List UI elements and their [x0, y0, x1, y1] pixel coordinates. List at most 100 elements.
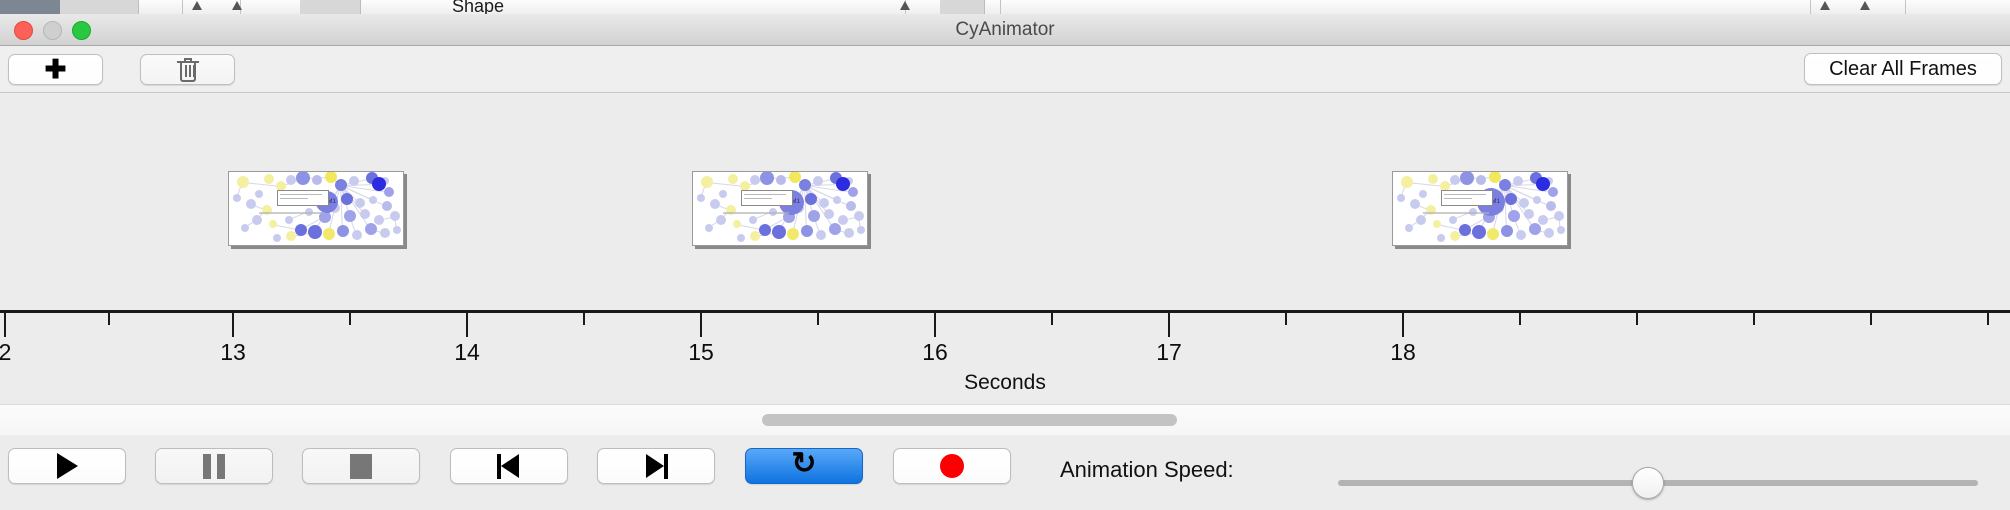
network-node — [836, 177, 850, 191]
zoom-icon[interactable] — [72, 21, 91, 40]
timeline-frame-thumbnail[interactable]: MCM1 — [692, 171, 868, 246]
add-frame-button[interactable]: ✚ — [8, 54, 103, 85]
transport-bar: ↻ Animation Speed: — [0, 435, 2010, 510]
network-node — [1460, 172, 1474, 185]
network-node — [740, 181, 750, 191]
network-annotation-text — [280, 198, 308, 199]
network-node — [1501, 225, 1513, 237]
network-node — [296, 172, 310, 185]
axis-tick-label: 18 — [1390, 339, 1416, 365]
network-node — [1487, 228, 1499, 240]
network-node — [1433, 220, 1441, 228]
network-node — [1557, 226, 1565, 234]
axis-tick-minor — [1636, 313, 1638, 325]
pause-button[interactable] — [155, 448, 273, 484]
network-node — [255, 190, 263, 198]
background-window-header: Shape — [0, 0, 2010, 15]
axis-title: Seconds — [964, 371, 1046, 394]
background-window-chip — [60, 0, 139, 14]
network-node — [776, 175, 786, 185]
network-node — [344, 210, 356, 222]
skip-back-icon — [497, 453, 521, 479]
axis-tick-major — [4, 313, 6, 337]
axis-tick-minor — [1987, 313, 1989, 325]
network-node — [819, 198, 829, 208]
horizontal-scrollbar[interactable] — [0, 404, 2010, 436]
network-node — [1450, 231, 1460, 241]
network-node — [335, 179, 347, 191]
network-node — [1416, 215, 1426, 225]
network-node — [1529, 223, 1541, 235]
network-node — [813, 176, 823, 186]
timeline-axis — [0, 310, 2010, 313]
network-annotation-text — [280, 194, 322, 195]
background-column-divider — [1810, 0, 1811, 14]
network-node — [1472, 225, 1486, 239]
network-node — [838, 215, 848, 225]
scrollbar-thumb[interactable] — [762, 414, 1177, 426]
stop-button[interactable] — [302, 448, 420, 484]
network-annotation-text — [1444, 198, 1472, 199]
network-node — [246, 199, 256, 209]
axis-tick-minor — [108, 313, 110, 325]
background-sort-arrow-icon — [1860, 1, 1870, 10]
axis-tick-label: 15 — [688, 339, 714, 365]
axis-tick-label: 16 — [922, 339, 948, 365]
record-icon — [940, 454, 964, 478]
first-frame-button[interactable] — [450, 448, 568, 484]
network-node — [824, 209, 834, 219]
background-column-divider — [182, 0, 183, 14]
background-sort-arrow-icon — [192, 1, 202, 10]
axis-tick-label: 17 — [1156, 339, 1182, 365]
network-node — [697, 194, 705, 202]
clear-all-frames-button[interactable]: Clear All Frames — [1804, 53, 2002, 85]
network-node — [1513, 176, 1523, 186]
axis-tick-minor — [1519, 313, 1521, 325]
timeline-frame-thumbnail[interactable]: MCM1 — [228, 171, 404, 246]
network-node — [1437, 234, 1445, 242]
timeline-frame-thumbnail[interactable]: MCM1 — [1392, 171, 1568, 246]
network-node — [1548, 187, 1558, 197]
clear-all-frames-label: Clear All Frames — [1829, 57, 1977, 80]
delete-frame-button[interactable] — [140, 54, 235, 85]
network-node — [1450, 175, 1460, 185]
axis-tick-major — [700, 313, 702, 337]
axis-tick-label: 14 — [454, 339, 480, 365]
network-node — [264, 174, 274, 184]
skip-forward-icon — [644, 453, 668, 479]
record-button[interactable] — [893, 448, 1011, 484]
axis-tick-major — [232, 313, 234, 337]
network-node — [805, 193, 817, 205]
network-node — [295, 224, 307, 236]
network-node — [846, 201, 856, 211]
last-frame-button[interactable] — [597, 448, 715, 484]
play-button[interactable] — [8, 448, 126, 484]
network-node — [262, 205, 272, 215]
network-node — [323, 228, 335, 240]
network-node — [276, 181, 286, 191]
axis-tick-minor — [1753, 313, 1755, 325]
trash-icon — [176, 57, 199, 82]
close-icon[interactable] — [14, 21, 33, 40]
network-node — [750, 231, 760, 241]
network-node — [1440, 181, 1450, 191]
network-node — [380, 228, 390, 238]
loop-button[interactable]: ↻ — [745, 448, 863, 484]
background-column-divider — [1000, 0, 1001, 14]
axis-tick-major — [1168, 313, 1170, 337]
network-node — [1516, 230, 1526, 240]
axis-tick-minor — [1285, 313, 1287, 325]
network-node — [382, 201, 392, 211]
network-node — [273, 234, 281, 242]
network-node — [716, 215, 726, 225]
timeline-panel[interactable]: MCM1 MCM1 MCM1 2 13 14 15 16 17 18 Seconds — [0, 93, 2010, 403]
network-node — [1554, 211, 1564, 221]
minimize-icon[interactable] — [43, 21, 62, 40]
network-node — [719, 190, 727, 198]
background-sort-arrow-icon — [232, 1, 242, 10]
animation-speed-slider-knob[interactable] — [1632, 467, 1664, 499]
background-sort-arrow-icon — [1820, 1, 1830, 10]
network-node — [1426, 205, 1436, 215]
network-node — [733, 220, 741, 228]
stop-icon — [350, 453, 372, 479]
